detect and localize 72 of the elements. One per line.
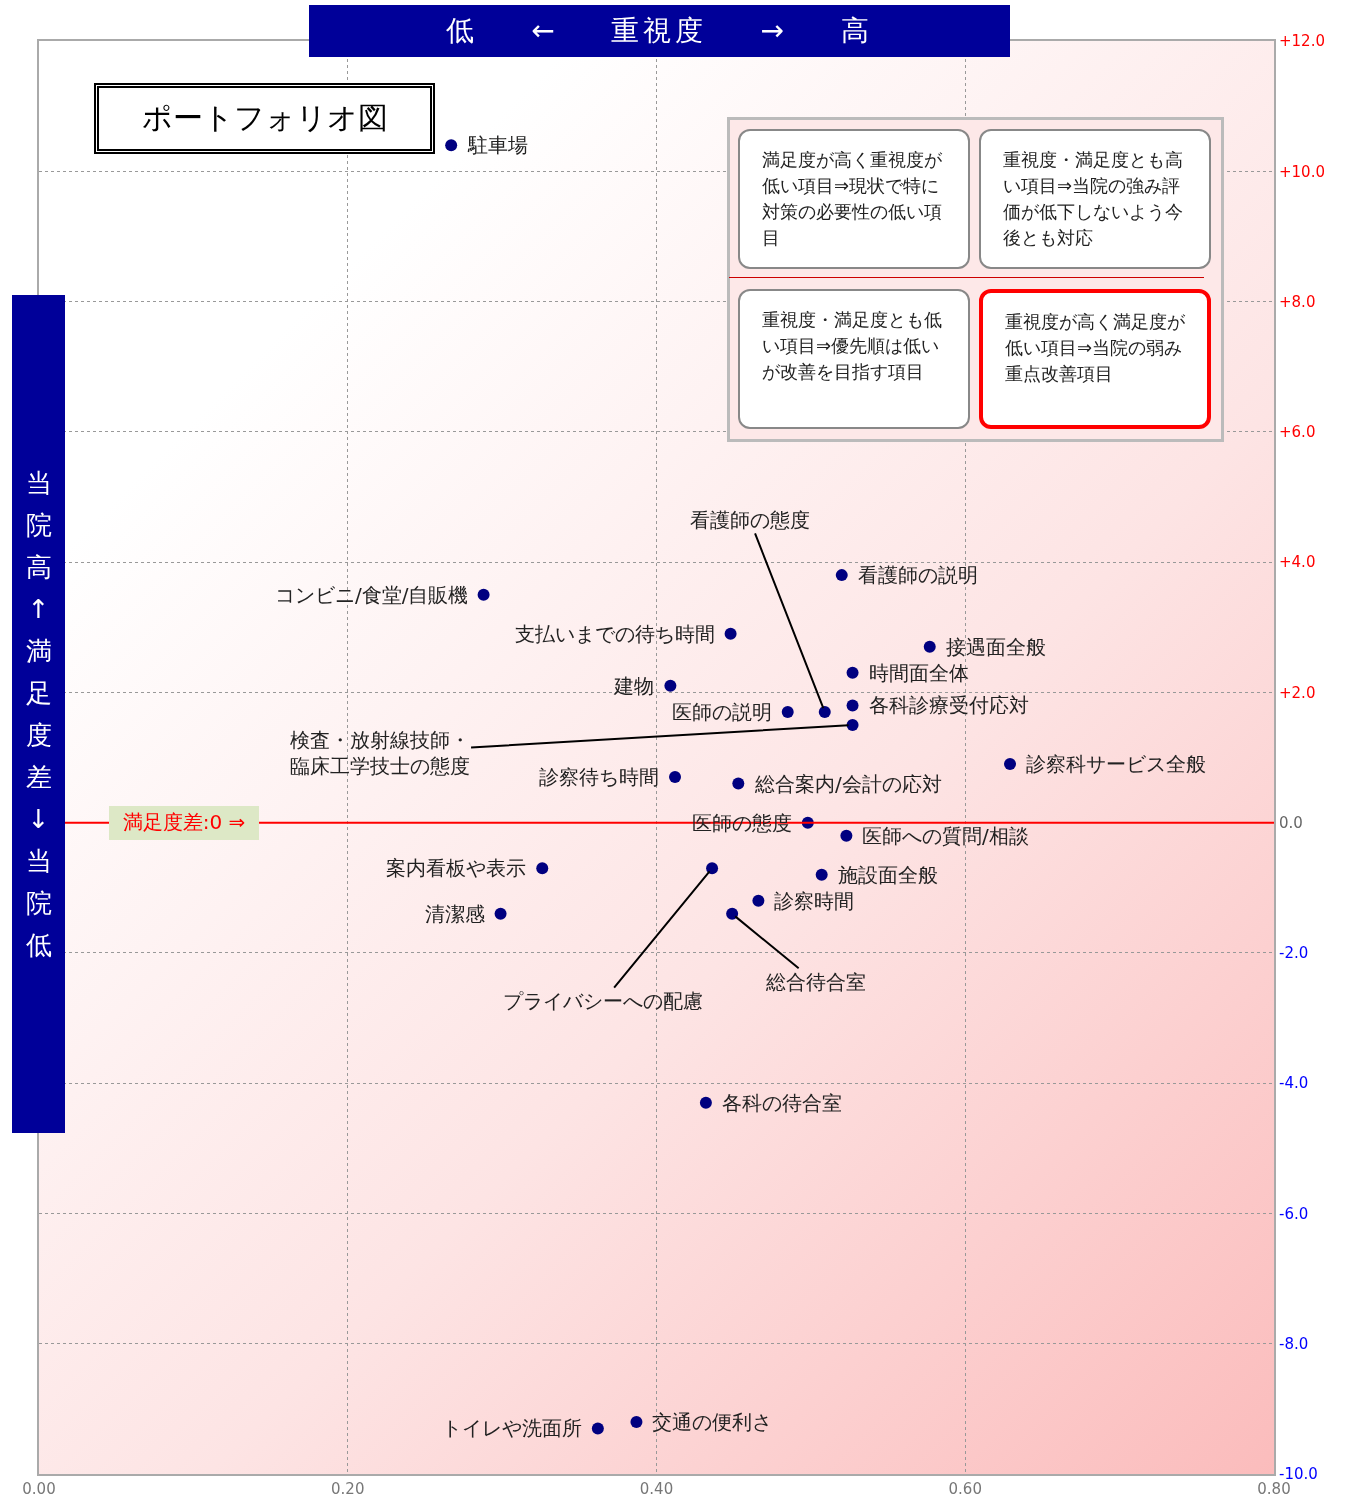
point	[706, 862, 719, 875]
point	[835, 569, 848, 582]
annotation: 検査・放射線技師・臨床工学技士の態度	[290, 728, 470, 778]
annotation: トイレや洗面所	[442, 1416, 582, 1440]
annotation: 支払いまでの待ち時間	[515, 622, 715, 646]
annotation: プライバシーへの配慮	[503, 989, 703, 1013]
banner: 低 ← 重視度 → 高	[309, 5, 1010, 57]
point	[477, 588, 490, 601]
point	[536, 862, 549, 875]
point	[1004, 758, 1017, 770]
y-tick-label: -4.0	[1279, 1074, 1309, 1093]
y-tick-label: +4.0	[1279, 553, 1316, 572]
point	[815, 868, 828, 881]
point	[630, 1415, 643, 1428]
point	[846, 718, 859, 731]
annotation: 診察科サービス全般	[1026, 752, 1206, 776]
annotation: 接遇面全般	[946, 635, 1046, 659]
point	[781, 705, 794, 718]
point	[726, 907, 739, 920]
y-tick-label: +2.0	[1279, 683, 1316, 702]
x-tick-label: 0.20	[331, 1480, 365, 1496]
text-box: 重視度・満足度とも高い項目⇒当院の強み評価が低下しないよう今後とも対応	[979, 129, 1211, 269]
annotation: 各科診療受付応対	[869, 693, 1029, 717]
y-tick-label: 0.0	[1279, 813, 1303, 832]
label-tag: 満足度差:0 ⇒	[109, 805, 259, 840]
annotation: 時間面全体	[869, 661, 969, 685]
point	[752, 894, 765, 907]
y-tick-label: -6.0	[1279, 1204, 1309, 1223]
y-tick-label: +12.0	[1279, 32, 1325, 51]
annotation: 医師の説明	[672, 700, 772, 724]
text-box: 重視度が高く満足度が低い項目⇒当院の弱み重点改善項目	[979, 289, 1211, 429]
title-frame: ポートフォリオ図	[94, 83, 435, 154]
point	[846, 666, 859, 679]
y-tick-label: +6.0	[1279, 423, 1316, 442]
point	[840, 829, 853, 842]
y-tick-label: +10.0	[1279, 162, 1325, 181]
x-tick-label: 0.80	[1257, 1480, 1291, 1496]
annotation: 清潔感	[425, 902, 485, 926]
y-tick-label: +8.0	[1279, 292, 1316, 311]
annotation: 施設面全般	[838, 863, 938, 887]
point	[664, 679, 677, 692]
point	[494, 907, 507, 920]
point	[445, 139, 458, 152]
x-tick-label: 0.00	[22, 1480, 56, 1496]
point	[846, 699, 859, 712]
x-tick-label: 0.40	[639, 1480, 674, 1496]
annotation: 総合待合室	[765, 970, 866, 994]
point	[699, 1096, 712, 1109]
annotation: 駐車場	[467, 133, 528, 157]
text-box: 満足度が高く重視度が低い項目⇒現状で特に対策の必要性の低い項目	[738, 129, 970, 269]
annotation: 診察時間	[774, 889, 854, 913]
y-tick-label: -2.0	[1279, 944, 1309, 963]
point	[591, 1422, 604, 1435]
annotation: 各科の待合室	[722, 1091, 842, 1115]
point	[669, 771, 682, 784]
point	[732, 777, 745, 790]
text-box: 重視度・満足度とも低い項目⇒優先順は低いが改善を目指す項目	[738, 289, 970, 429]
annotation: 総合案内/会計の応対	[754, 772, 942, 796]
annotation: 診察待ち時間	[539, 765, 659, 789]
annotation: コンビニ/食堂/自販機	[275, 583, 469, 607]
annotation: 看護師の説明	[858, 563, 978, 587]
y-tick-label: -8.0	[1279, 1334, 1309, 1353]
point	[923, 640, 936, 653]
annotation: 看護師の態度	[690, 508, 810, 532]
x-tick-label: 0.60	[948, 1480, 982, 1496]
annotation: 医師への質問/相談	[862, 824, 1029, 848]
banner: 当院高↑満足度差↓当院低	[12, 295, 65, 1133]
annotation: 交通の便利さ	[652, 1410, 772, 1434]
point	[724, 627, 737, 640]
annotation: 案内看板や表示	[386, 856, 526, 880]
annotation: 建物	[613, 674, 654, 698]
point	[818, 705, 831, 718]
